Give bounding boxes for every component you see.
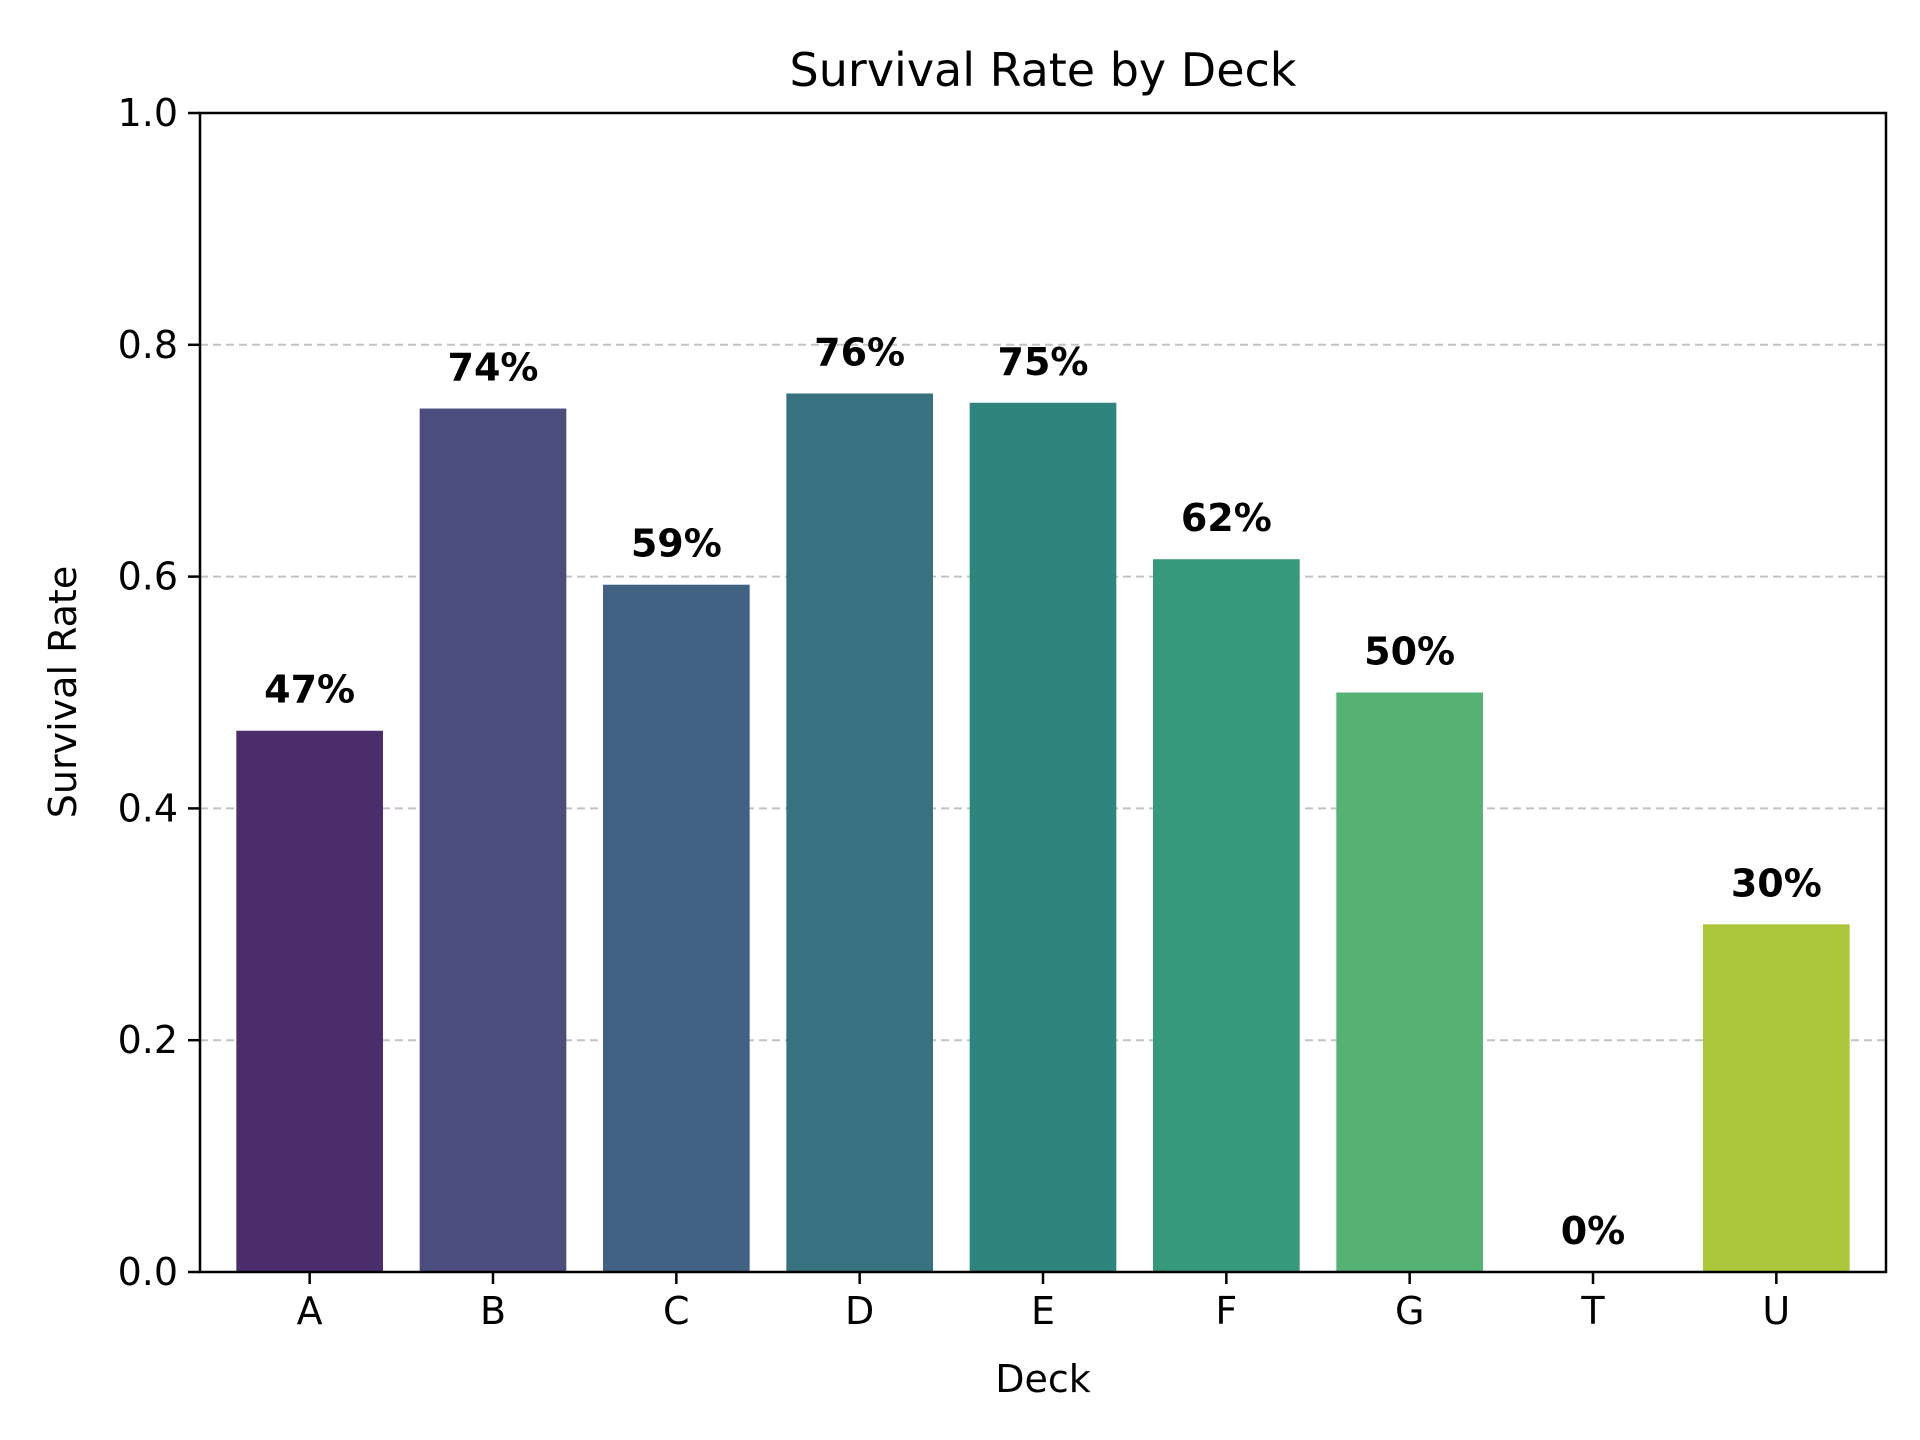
bar-b: [419, 408, 567, 1272]
y-tick-label: 0.6: [118, 555, 178, 599]
x-tick-label: C: [663, 1289, 690, 1333]
x-tick-label: E: [1031, 1289, 1055, 1333]
x-tick-label: A: [297, 1289, 323, 1333]
data-label-g: 50%: [1364, 630, 1455, 674]
bar-g: [1336, 692, 1483, 1272]
bar-a: [236, 730, 383, 1272]
data-label-a: 47%: [264, 668, 355, 712]
bar-e: [969, 402, 1117, 1272]
x-tick-label: B: [480, 1289, 506, 1333]
data-label-d: 76%: [814, 330, 905, 374]
y-tick-label: 0.8: [118, 323, 178, 367]
data-label-c: 59%: [631, 522, 722, 566]
bar-f: [1153, 559, 1300, 1272]
data-label-f: 62%: [1181, 496, 1272, 540]
bar-c: [603, 584, 750, 1272]
chart-title: Survival Rate by Deck: [790, 43, 1297, 97]
data-label-e: 75%: [998, 340, 1089, 384]
y-axis-ticks: 0.0 0.2 0.4 0.6 0.8 1.0: [118, 91, 200, 1294]
data-label-u: 30%: [1731, 861, 1822, 905]
x-tick-label: F: [1215, 1289, 1237, 1333]
x-tick-label: D: [845, 1289, 874, 1333]
y-tick-label: 0.0: [118, 1250, 178, 1294]
bar-u: [1703, 924, 1850, 1272]
y-tick-label: 0.4: [118, 786, 178, 830]
y-tick-label: 0.2: [118, 1018, 178, 1062]
data-label-b: 74%: [448, 346, 539, 390]
y-axis-label: Survival Rate: [41, 566, 85, 818]
x-tick-label: T: [1580, 1289, 1605, 1333]
x-tick-label: G: [1395, 1289, 1424, 1333]
bars: [236, 393, 1850, 1272]
y-tick-label: 1.0: [118, 91, 178, 135]
x-tick-label: U: [1762, 1289, 1790, 1333]
data-labels: 47% 74% 59% 76% 75% 62% 50% 0% 30%: [264, 330, 1822, 1253]
bar-d: [786, 393, 933, 1272]
data-label-t: 0%: [1561, 1209, 1626, 1253]
x-axis-label: Deck: [995, 1357, 1091, 1401]
